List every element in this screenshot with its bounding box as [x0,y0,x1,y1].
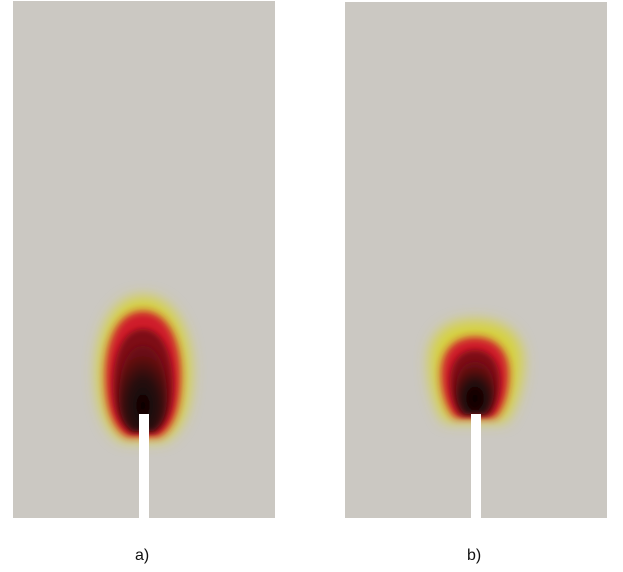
panel-b-caption: b) [467,547,482,564]
panel-a-caption: a) [135,547,150,564]
panel-b-notch-tail [471,518,474,524]
panel-a-core-zone [119,346,167,431]
panel-a-notch [139,414,149,518]
panel-b-field-graphic [429,320,523,518]
panel-b-contour-plot [345,2,607,518]
panel-b-notch [471,414,481,518]
panel-a-notch-tail [145,518,148,524]
panel-b-core-zone [456,362,494,414]
panel-a-contour-plot [13,1,275,518]
panel-a-field-graphic [97,296,191,518]
